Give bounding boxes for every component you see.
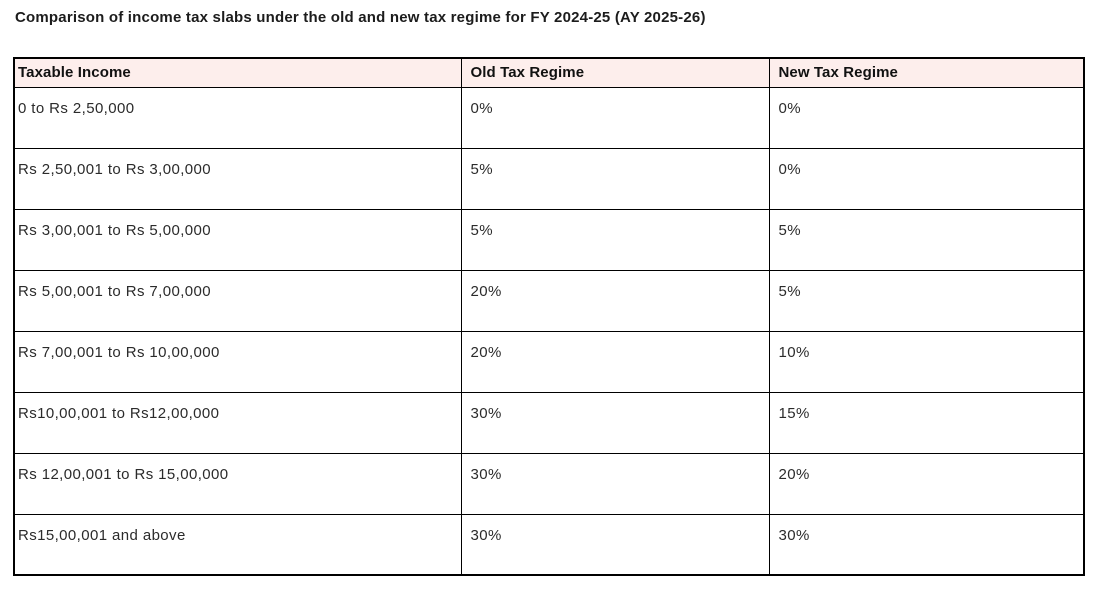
new-rate-cell: 0% — [768, 147, 1085, 210]
header-new-tax-regime: New Tax Regime — [768, 57, 1085, 88]
old-rate-cell: 30% — [460, 391, 770, 454]
income-slab-cell: Rs15,00,001 and above — [13, 513, 462, 576]
income-slab-cell: Rs 7,00,001 to Rs 10,00,000 — [13, 330, 462, 393]
new-rate-cell: 20% — [768, 452, 1085, 515]
income-slab-cell: Rs 12,00,001 to Rs 15,00,000 — [13, 452, 462, 515]
new-rate-cell: 5% — [768, 269, 1085, 332]
table-row: Rs 12,00,001 to Rs 15,00,000 30% 20% — [13, 452, 1085, 515]
header-old-tax-regime: Old Tax Regime — [460, 57, 770, 88]
old-rate-cell: 30% — [460, 452, 770, 515]
table-row: Rs 2,50,001 to Rs 3,00,000 5% 0% — [13, 147, 1085, 210]
income-slab-cell: Rs 3,00,001 to Rs 5,00,000 — [13, 208, 462, 271]
table-row: Rs10,00,001 to Rs12,00,000 30% 15% — [13, 391, 1085, 454]
tax-slabs-table: Taxable Income Old Tax Regime New Tax Re… — [13, 57, 1085, 576]
new-rate-cell: 0% — [768, 86, 1085, 149]
page-title: Comparison of income tax slabs under the… — [15, 9, 706, 26]
table-row: Rs 5,00,001 to Rs 7,00,000 20% 5% — [13, 269, 1085, 332]
new-rate-cell: 15% — [768, 391, 1085, 454]
old-rate-cell: 20% — [460, 269, 770, 332]
old-rate-cell: 5% — [460, 147, 770, 210]
table-row: 0 to Rs 2,50,000 0% 0% — [13, 86, 1085, 149]
old-rate-cell: 0% — [460, 86, 770, 149]
old-rate-cell: 20% — [460, 330, 770, 393]
new-rate-cell: 5% — [768, 208, 1085, 271]
table-header: Taxable Income Old Tax Regime New Tax Re… — [13, 57, 1085, 88]
income-slab-cell: Rs 5,00,001 to Rs 7,00,000 — [13, 269, 462, 332]
table-row: Rs 3,00,001 to Rs 5,00,000 5% 5% — [13, 208, 1085, 271]
income-slab-cell: Rs 2,50,001 to Rs 3,00,000 — [13, 147, 462, 210]
old-rate-cell: 5% — [460, 208, 770, 271]
new-rate-cell: 10% — [768, 330, 1085, 393]
old-rate-cell: 30% — [460, 513, 770, 576]
header-row: Taxable Income Old Tax Regime New Tax Re… — [13, 57, 1085, 88]
table-body: 0 to Rs 2,50,000 0% 0% Rs 2,50,001 to Rs… — [13, 86, 1085, 576]
income-slab-cell: Rs10,00,001 to Rs12,00,000 — [13, 391, 462, 454]
income-slab-cell: 0 to Rs 2,50,000 — [13, 86, 462, 149]
table-row: Rs15,00,001 and above 30% 30% — [13, 513, 1085, 576]
table-row: Rs 7,00,001 to Rs 10,00,000 20% 10% — [13, 330, 1085, 393]
header-taxable-income: Taxable Income — [13, 57, 462, 88]
new-rate-cell: 30% — [768, 513, 1085, 576]
